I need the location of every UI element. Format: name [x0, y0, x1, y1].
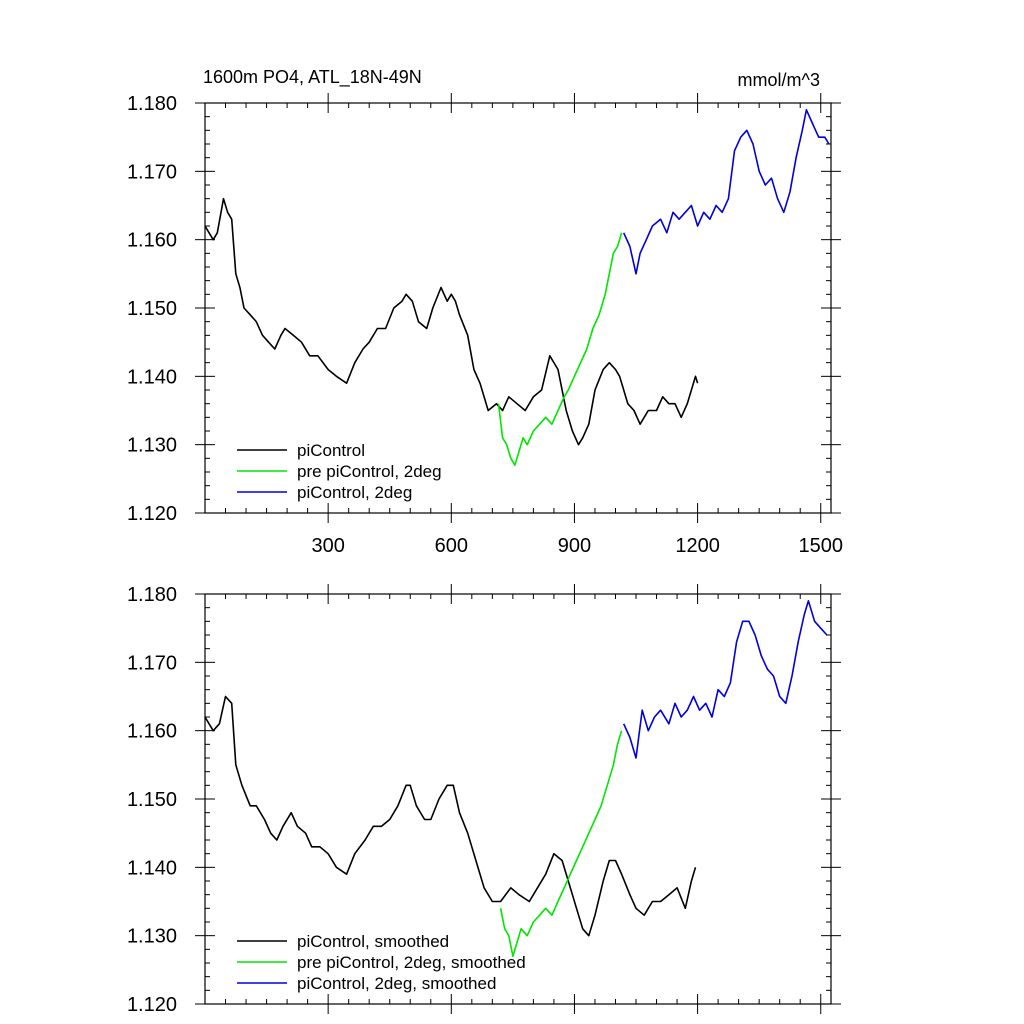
top-axes: 300 600 900 1200 1500 1.120 1.130 1.140 1.150 1.1… — [127, 93, 843, 557]
top-series-line-2 — [497, 232, 623, 466]
top-y-tick-label: 1.130 — [127, 435, 177, 457]
top-x-tick-label: 600 — [435, 535, 468, 557]
top-x-tick-label: 1500 — [798, 535, 843, 557]
top-series-layer — [204, 109, 830, 466]
bottom-y-tick-label: 1.130 — [127, 926, 177, 948]
units-label: mmol/m^3 — [738, 70, 820, 90]
top-y-tick-label: 1.140 — [127, 366, 177, 388]
top-legend-label-1: piControl — [297, 441, 365, 460]
top-legend-label-2: pre piControl, 2deg — [297, 462, 442, 481]
top-x-tick-label: 1200 — [675, 535, 720, 557]
top-x-tick-label: 300 — [311, 535, 344, 557]
top-series-line-1 — [204, 197, 699, 446]
bottom-panel: piControl, smoothed pre piControl, 2deg, … — [127, 584, 841, 1016]
bottom-axes: 1.120 1.130 1.140 1.150 1.160 1.170 1.180 — [127, 584, 841, 1016]
bottom-legend-label-2: pre piControl, 2deg, smoothed — [297, 953, 526, 972]
bottom-legend-label-3: piControl, 2deg, smoothed — [297, 974, 496, 993]
top-y-tick-label: 1.120 — [127, 503, 177, 525]
bottom-series-line-2 — [499, 730, 623, 957]
bottom-y-tick-label: 1.140 — [127, 857, 177, 879]
top-y-tick-label: 1.180 — [127, 93, 177, 115]
top-y-tick-label: 1.160 — [127, 230, 177, 252]
bottom-legend-label-1: piControl, smoothed — [297, 932, 449, 951]
bottom-legend: piControl, smoothed pre piControl, 2deg, … — [237, 932, 526, 993]
bottom-series-line-3 — [622, 600, 828, 759]
top-x-tick-label: 900 — [558, 535, 591, 557]
chart-title: 1600m PO4, ATL_18N-49N — [203, 67, 422, 88]
top-y-tick-label: 1.170 — [127, 161, 177, 183]
bottom-y-tick-label: 1.180 — [127, 584, 177, 606]
top-panel: piControl pre piControl, 2deg piControl, 2… — [127, 93, 843, 557]
top-series-line-3 — [622, 109, 830, 275]
bottom-series-layer — [204, 600, 828, 957]
bottom-series-line-1 — [204, 695, 697, 937]
top-legend-label-3: piControl, 2deg — [297, 483, 412, 502]
bottom-y-tick-label: 1.150 — [127, 789, 177, 811]
bottom-y-tick-label: 1.120 — [127, 994, 177, 1016]
bottom-y-tick-label: 1.160 — [127, 721, 177, 743]
bottom-y-tick-label: 1.170 — [127, 652, 177, 674]
top-y-tick-label: 1.150 — [127, 298, 177, 320]
top-legend: piControl pre piControl, 2deg piControl, 2… — [237, 441, 442, 502]
